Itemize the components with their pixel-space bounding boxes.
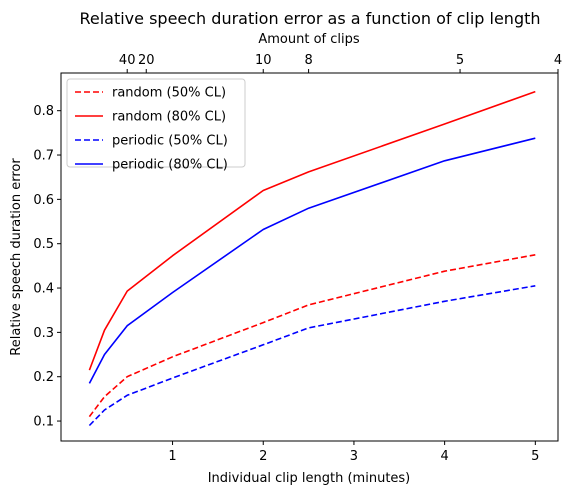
legend-label-3: periodic (50% CL)	[112, 134, 228, 149]
top-tick-label: 10	[255, 53, 272, 68]
top-tick-label: 20	[138, 53, 155, 68]
y-tick-label: 0.2	[33, 370, 54, 385]
y-tick-label: 0.5	[33, 237, 54, 252]
top-axis-label: Amount of clips	[258, 32, 360, 47]
y-axis-label: Relative speech duration error	[9, 158, 24, 356]
top-tick-label: 4	[554, 53, 562, 68]
x-axis-label: Individual clip length (minutes)	[208, 471, 411, 486]
x-tick-label: 4	[440, 449, 448, 464]
x-tick-label: 2	[259, 449, 267, 464]
y-tick-label: 0.1	[33, 415, 54, 430]
x-tick-label: 5	[531, 449, 539, 464]
legend: random (50% CL) random (80% CL) periodic (…	[66, 78, 246, 173]
y-tick-label: 0.3	[33, 326, 54, 341]
chart-title: Relative speech duration error as a func…	[79, 9, 540, 28]
legend-label-2: random (80% CL)	[112, 110, 226, 125]
y-tick-label: 0.6	[33, 193, 54, 208]
series-line-3	[88, 285, 536, 427]
y-tick-label: 0.7	[33, 149, 54, 164]
legend-label-4: periodic (80% CL)	[112, 158, 228, 173]
top-tick-label: 8	[304, 53, 312, 68]
series-line-4	[88, 137, 536, 384]
y-tick-label: 0.4	[33, 282, 54, 297]
series-line-2	[88, 90, 536, 371]
plot-frame	[60, 72, 559, 442]
top-tick-label: 40	[119, 53, 136, 68]
legend-label-1: random (50% CL)	[112, 86, 226, 101]
legend-box	[66, 78, 246, 168]
series-line-1	[88, 254, 536, 418]
y-tick-label: 0.8	[33, 104, 54, 119]
top-tick-label: 5	[456, 53, 464, 68]
x-tick-label: 3	[350, 449, 358, 464]
x-tick-label: 1	[168, 449, 176, 464]
